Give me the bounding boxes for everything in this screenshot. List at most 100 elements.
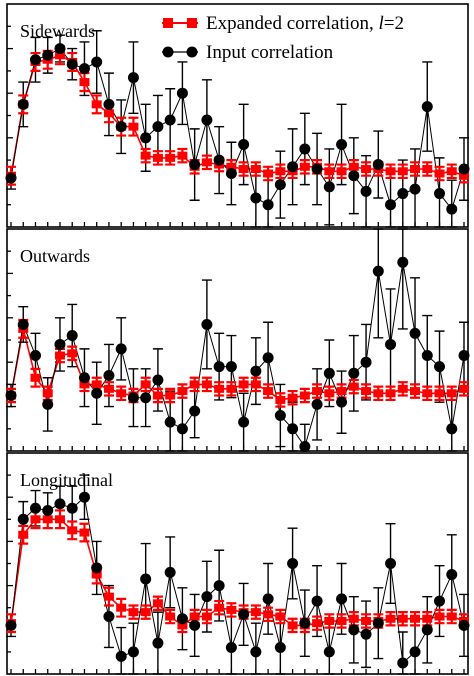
expanded-point	[348, 382, 359, 391]
expanded-point	[152, 153, 163, 162]
input-point	[176, 87, 188, 99]
expanded-point	[201, 158, 212, 167]
expanded-point	[128, 122, 139, 131]
input-point	[78, 63, 90, 75]
expanded-point	[410, 387, 421, 396]
input-point	[287, 161, 299, 173]
expanded-point	[287, 393, 298, 402]
expanded-point	[54, 51, 65, 60]
expanded-point	[446, 612, 457, 621]
input-point	[42, 504, 54, 516]
expanded-series-line	[10, 328, 465, 401]
input-point	[250, 192, 262, 204]
input-point	[201, 114, 213, 126]
legend-input-marker	[162, 46, 198, 58]
input-point	[164, 114, 176, 126]
expanded-point	[299, 162, 310, 171]
expanded-point	[397, 614, 408, 623]
expanded-point	[459, 384, 469, 393]
legend-input-label: Input correlation	[206, 42, 334, 63]
input-point	[409, 183, 421, 195]
expanded-point	[397, 167, 408, 176]
expanded-point	[263, 387, 274, 396]
input-point	[103, 611, 115, 623]
expanded-point	[263, 610, 274, 619]
expanded-point	[250, 165, 261, 174]
expanded-point	[103, 109, 114, 118]
input-point	[29, 502, 41, 514]
input-point	[54, 43, 66, 55]
input-point	[42, 49, 54, 61]
input-point	[66, 58, 78, 70]
chart-panel	[5, 3, 470, 228]
input-point	[446, 423, 458, 435]
input-point	[311, 163, 323, 175]
input-point	[238, 416, 250, 428]
input-point	[348, 170, 360, 182]
input-point	[421, 350, 433, 362]
input-point	[164, 416, 176, 428]
input-error-bar	[373, 228, 384, 339]
input-point	[348, 624, 360, 636]
input-point	[274, 641, 286, 653]
input-error-bar	[446, 179, 457, 228]
expanded-point	[189, 612, 200, 621]
input-point	[311, 595, 323, 607]
expanded-point	[299, 391, 310, 400]
expanded-point	[226, 605, 237, 614]
input-point	[66, 330, 78, 342]
input-point	[299, 441, 311, 453]
input-point	[225, 641, 237, 653]
expanded-point	[422, 389, 433, 398]
expanded-point	[177, 621, 188, 630]
expanded-point	[238, 380, 249, 389]
input-point	[360, 628, 372, 640]
input-point	[336, 396, 348, 408]
expanded-point	[201, 380, 212, 389]
input-point	[287, 558, 299, 569]
input-point	[262, 593, 274, 605]
chart-panel	[5, 452, 470, 675]
expanded-point	[54, 351, 65, 360]
input-point	[287, 423, 299, 435]
input-point	[409, 646, 421, 658]
input-point	[262, 352, 274, 364]
expanded-point	[116, 603, 127, 612]
input-point	[176, 613, 188, 625]
input-point	[372, 617, 384, 629]
input-point	[91, 56, 103, 68]
expanded-point	[140, 151, 151, 160]
panels-group	[5, 3, 470, 675]
expanded-point	[361, 165, 372, 174]
input-point	[274, 409, 286, 421]
input-series-line	[10, 496, 465, 665]
expanded-point	[348, 614, 359, 623]
expanded-point	[79, 380, 90, 389]
input-point	[29, 350, 41, 362]
expanded-point	[91, 100, 102, 109]
input-point	[201, 318, 213, 330]
expanded-point	[165, 391, 176, 400]
input-error-bar	[116, 626, 127, 675]
input-point	[238, 608, 250, 620]
expanded-point	[422, 165, 433, 174]
input-point	[360, 185, 372, 197]
input-point	[176, 423, 188, 435]
expanded-point	[67, 349, 78, 358]
expanded-point	[140, 608, 151, 617]
input-point	[397, 256, 409, 268]
input-point	[189, 405, 201, 417]
input-series-line	[10, 262, 465, 448]
input-point	[397, 657, 409, 669]
input-point	[103, 370, 115, 382]
chart-panel	[5, 228, 470, 453]
input-point	[78, 372, 90, 384]
legend-expanded-marker	[162, 18, 198, 28]
input-point	[446, 203, 458, 215]
expanded-point	[361, 387, 372, 396]
expanded-point	[385, 389, 396, 398]
expanded-point	[422, 614, 433, 623]
input-point	[434, 595, 446, 607]
input-point	[299, 143, 311, 155]
